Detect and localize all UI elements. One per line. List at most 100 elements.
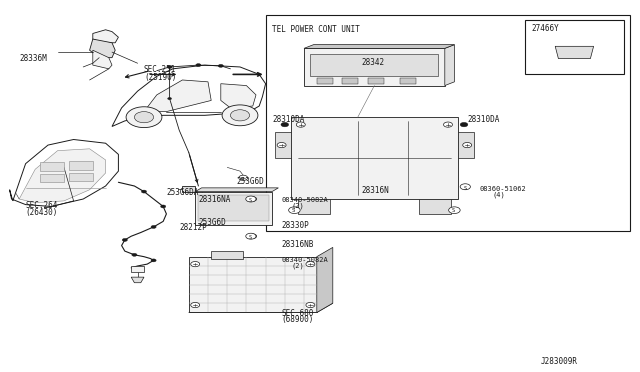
Circle shape [460, 122, 468, 127]
Circle shape [449, 207, 460, 214]
Circle shape [306, 262, 315, 267]
Polygon shape [304, 45, 454, 48]
FancyBboxPatch shape [310, 54, 438, 76]
Text: 28342: 28342 [362, 58, 385, 67]
Text: 08340-5082A: 08340-5082A [282, 197, 328, 203]
Circle shape [132, 253, 137, 256]
Text: 28310DA: 28310DA [467, 115, 500, 124]
Text: J283009R: J283009R [541, 357, 578, 366]
Text: (68900): (68900) [282, 315, 314, 324]
Polygon shape [304, 48, 445, 86]
Text: 27466Y: 27466Y [531, 24, 559, 33]
Text: (2): (2) [291, 203, 304, 209]
Text: TEL POWER CONT UNIT: TEL POWER CONT UNIT [272, 25, 360, 34]
Text: 28336M: 28336M [19, 54, 47, 63]
Text: 28316N: 28316N [362, 186, 389, 195]
Text: S: S [451, 208, 454, 213]
Polygon shape [195, 188, 278, 192]
Text: S: S [249, 198, 252, 203]
FancyBboxPatch shape [40, 162, 64, 171]
Text: 28316NB: 28316NB [282, 240, 314, 249]
FancyBboxPatch shape [40, 174, 64, 182]
Text: 08360-51062: 08360-51062 [480, 186, 527, 192]
Text: 253G6D: 253G6D [237, 177, 264, 186]
Polygon shape [458, 132, 474, 158]
FancyBboxPatch shape [525, 20, 624, 74]
Polygon shape [555, 46, 594, 58]
Polygon shape [182, 186, 195, 192]
Circle shape [168, 97, 172, 100]
Polygon shape [211, 251, 243, 259]
Circle shape [151, 259, 156, 262]
Circle shape [191, 302, 200, 308]
Polygon shape [195, 192, 272, 225]
Polygon shape [16, 149, 106, 203]
Polygon shape [317, 247, 333, 312]
Circle shape [196, 64, 201, 67]
Polygon shape [298, 199, 330, 214]
Circle shape [306, 302, 315, 308]
Circle shape [141, 190, 147, 193]
Text: SEC.264: SEC.264 [26, 201, 58, 210]
Circle shape [122, 238, 127, 241]
Circle shape [249, 197, 257, 201]
Polygon shape [189, 303, 333, 312]
Text: 28316NA: 28316NA [198, 195, 231, 204]
Polygon shape [291, 117, 458, 199]
Polygon shape [445, 45, 454, 86]
Text: 28310DA: 28310DA [272, 115, 305, 124]
Circle shape [463, 142, 472, 148]
FancyBboxPatch shape [266, 15, 630, 231]
Polygon shape [10, 140, 118, 206]
Text: 08340-5082A: 08340-5082A [282, 257, 328, 263]
Polygon shape [275, 132, 291, 158]
FancyBboxPatch shape [69, 161, 93, 170]
FancyBboxPatch shape [400, 78, 416, 84]
Polygon shape [189, 257, 317, 312]
Circle shape [239, 175, 248, 180]
Text: 253G6D: 253G6D [198, 218, 226, 227]
Circle shape [249, 234, 257, 238]
Circle shape [444, 122, 452, 127]
Polygon shape [90, 39, 115, 58]
Circle shape [218, 64, 223, 67]
Circle shape [222, 105, 258, 126]
FancyBboxPatch shape [342, 78, 358, 84]
Circle shape [186, 187, 191, 190]
Circle shape [281, 122, 289, 127]
Circle shape [289, 207, 300, 214]
FancyBboxPatch shape [317, 78, 333, 84]
Text: (25190): (25190) [144, 73, 177, 81]
FancyBboxPatch shape [368, 78, 384, 84]
FancyBboxPatch shape [198, 195, 269, 221]
Circle shape [151, 225, 156, 228]
Text: S: S [463, 186, 467, 190]
Text: 28330P: 28330P [282, 221, 309, 230]
Text: SEC.680: SEC.680 [282, 309, 314, 318]
Polygon shape [131, 277, 144, 283]
Circle shape [246, 196, 256, 202]
Circle shape [134, 112, 154, 123]
FancyBboxPatch shape [69, 173, 93, 181]
Text: 253G6DA: 253G6DA [166, 188, 199, 197]
Polygon shape [221, 84, 256, 108]
Text: (2): (2) [291, 262, 304, 269]
Circle shape [277, 142, 286, 148]
Circle shape [296, 122, 305, 127]
Polygon shape [144, 80, 211, 112]
Polygon shape [93, 30, 118, 43]
Polygon shape [93, 50, 112, 69]
Text: S: S [291, 208, 294, 213]
Circle shape [167, 65, 172, 68]
Text: SEC.251: SEC.251 [144, 65, 177, 74]
Circle shape [230, 110, 250, 121]
Circle shape [161, 205, 166, 208]
Circle shape [246, 233, 256, 239]
Polygon shape [131, 266, 144, 272]
Circle shape [460, 184, 470, 190]
Circle shape [126, 107, 162, 128]
Polygon shape [419, 199, 451, 214]
Circle shape [191, 262, 200, 267]
Text: S: S [249, 235, 252, 240]
Polygon shape [112, 65, 266, 126]
